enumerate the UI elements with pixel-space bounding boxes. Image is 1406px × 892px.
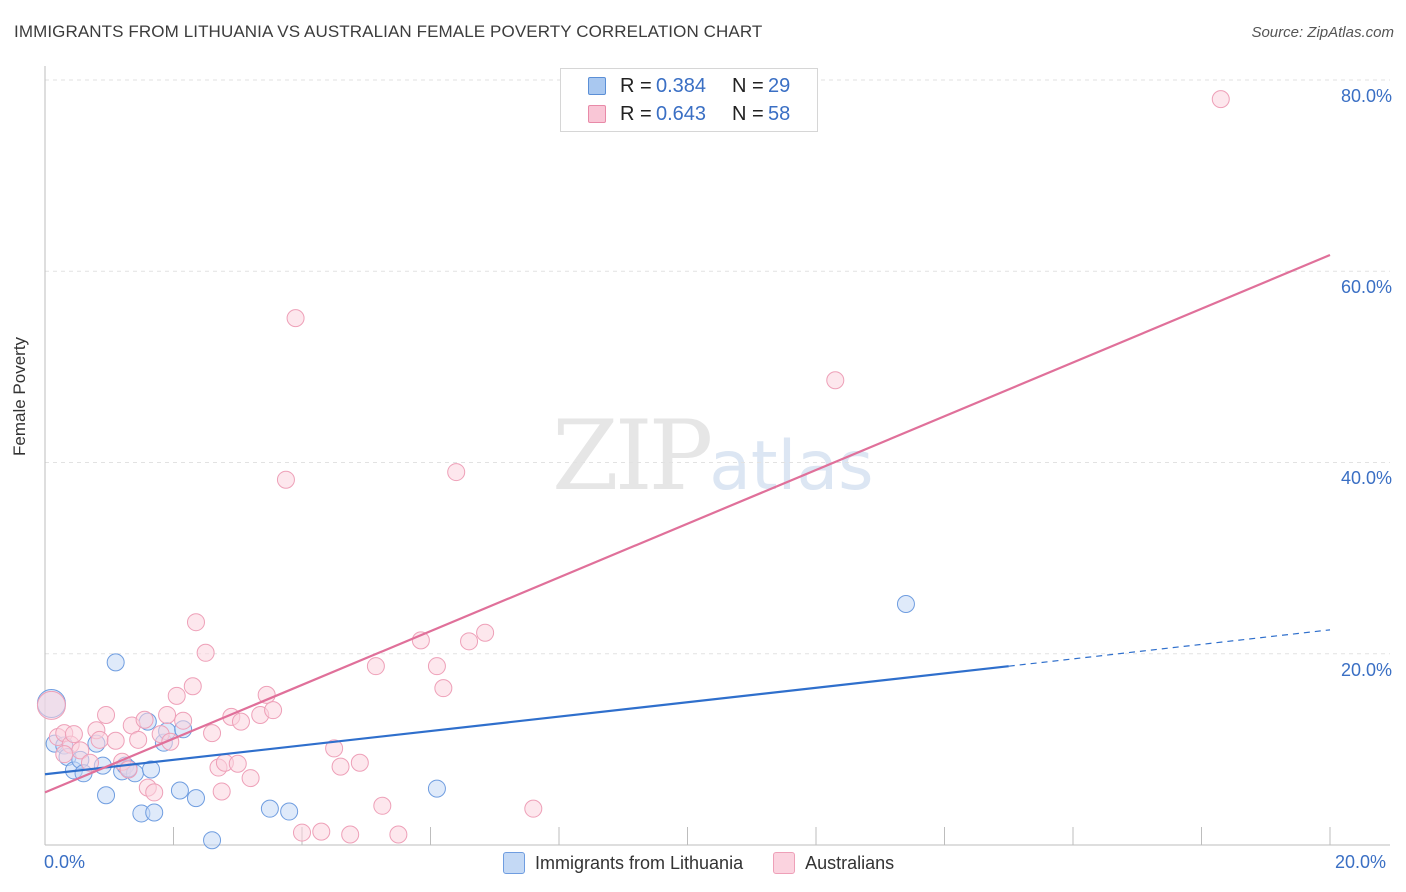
point-australians — [55, 745, 74, 764]
point-australians — [257, 685, 276, 704]
y-axis-label: Female Poverty — [10, 336, 29, 456]
point-lithuania — [896, 595, 915, 614]
point-lithuania — [142, 760, 161, 779]
point-australians — [331, 757, 350, 776]
point-australians — [212, 782, 231, 801]
point-australians — [183, 677, 202, 696]
legend-n-value: 29 — [768, 74, 791, 97]
point-australians — [228, 754, 247, 773]
y-tick-label: 60.0% — [1340, 277, 1392, 297]
point-australians — [389, 825, 408, 844]
legend-item-australians: Australians — [773, 852, 894, 874]
point-australians — [1211, 90, 1230, 109]
point-australians — [90, 730, 109, 749]
legend-stats-row-lithuania: R = 0.384 N = 29 — [561, 72, 790, 100]
point-australians — [64, 725, 83, 744]
trendline-australians — [44, 253, 1331, 794]
legend-n-value: 58 — [768, 102, 791, 125]
legend-swatch-lithuania — [588, 77, 606, 95]
point-australians — [434, 679, 453, 698]
point-australians — [373, 796, 392, 815]
point-lithuania — [97, 786, 116, 805]
point-australians — [97, 705, 116, 724]
point-lithuania — [145, 803, 164, 822]
point-australians — [524, 799, 543, 818]
point-australians — [476, 623, 495, 642]
point-australians — [447, 463, 466, 482]
point-australians — [312, 822, 331, 841]
point-australians — [366, 657, 385, 676]
point-australians — [276, 470, 295, 489]
chart-title: IMMIGRANTS FROM LITHUANIA VS AUSTRALIAN … — [14, 22, 763, 41]
point-lithuania — [170, 781, 189, 800]
legend-r-value: 0.384 — [656, 74, 707, 97]
point-australians — [350, 753, 369, 772]
legend-n-label: N = — [732, 102, 764, 125]
point-australians — [145, 783, 164, 802]
legend-r-value: 0.643 — [656, 102, 707, 125]
y-tick-label: 80.0% — [1340, 86, 1392, 106]
watermark-zip: ZIP — [552, 400, 713, 512]
point-australians — [36, 690, 66, 720]
legend-label-lithuania: Immigrants from Lithuania — [535, 852, 744, 873]
legend-label-australians: Australians — [805, 852, 895, 873]
point-australians — [264, 701, 283, 720]
legend-stats: R = 0.384 N = 29 R = 0.643 N = 58 — [560, 68, 818, 132]
legend-n-label: N = — [732, 74, 764, 97]
point-lithuania — [203, 831, 222, 850]
watermark: ZIPatlas — [552, 400, 874, 512]
point-lithuania — [106, 653, 125, 672]
point-australians — [167, 686, 186, 705]
trendline-lithuania — [44, 665, 1009, 776]
point-australians — [241, 769, 260, 788]
point-australians — [293, 823, 311, 842]
point-australians — [158, 705, 177, 724]
x-tick-label: 20.0% — [1335, 852, 1387, 872]
point-australians — [427, 657, 446, 676]
point-australians — [135, 710, 154, 729]
legend-swatch-australians — [588, 105, 606, 123]
point-lithuania — [260, 799, 279, 818]
point-australians — [196, 643, 215, 662]
legend-swatch-australians — [773, 852, 796, 874]
point-australians — [286, 309, 305, 328]
point-australians — [129, 730, 148, 749]
y-tick-label: 20.0% — [1340, 660, 1392, 680]
point-australians — [80, 753, 99, 772]
point-australians — [231, 712, 250, 731]
point-australians — [325, 739, 344, 758]
point-lithuania — [186, 789, 205, 808]
point-australians — [106, 731, 125, 750]
trendline-lithuania-extension — [1008, 629, 1331, 667]
legend-r-label: R = — [620, 102, 652, 125]
legend-item-lithuania: Immigrants from Lithuania — [503, 852, 743, 874]
legend-swatch-lithuania — [503, 852, 525, 874]
point-australians — [186, 613, 205, 632]
point-lithuania — [427, 779, 446, 798]
point-australians — [341, 825, 360, 844]
legend-r-label: R = — [620, 74, 652, 97]
source-credit: Source: ZipAtlas.com — [1251, 24, 1394, 41]
point-australians — [174, 711, 193, 730]
point-lithuania — [280, 802, 299, 821]
legend-series: Immigrants from Lithuania Australians — [503, 852, 924, 874]
y-tick-label: 40.0% — [1340, 468, 1392, 488]
x-tick-label: 0.0% — [44, 852, 86, 872]
point-australians — [203, 724, 222, 743]
point-australians — [826, 371, 845, 390]
point-australians — [460, 632, 479, 651]
legend-stats-row-australians: R = 0.643 N = 58 — [561, 100, 790, 128]
watermark-atlas: atlas — [709, 427, 874, 506]
